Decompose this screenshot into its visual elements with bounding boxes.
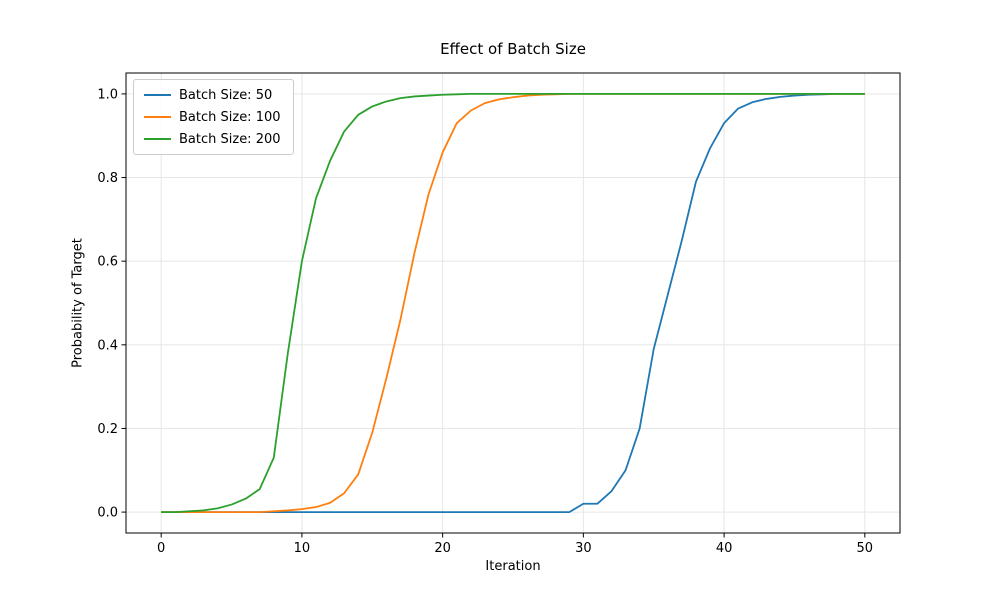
legend-line-swatch (144, 116, 171, 118)
y-tick-label: 0.6 (97, 255, 118, 270)
legend-item: Batch Size: 100 (144, 106, 281, 128)
chart-title: Effect of Batch Size (440, 40, 586, 58)
x-tick-label: 50 (857, 541, 874, 556)
y-tick-label: 0.8 (97, 171, 118, 186)
legend-line-swatch (144, 94, 171, 96)
legend-label: Batch Size: 50 (179, 87, 273, 103)
y-axis-label: Probability of Target (70, 238, 86, 368)
x-tick-label: 10 (294, 541, 311, 556)
x-tick-label: 0 (157, 541, 165, 556)
series-line-batch-size-50 (161, 93, 865, 513)
y-tick-label: 0.2 (97, 422, 118, 437)
legend-label: Batch Size: 100 (179, 109, 281, 125)
x-tick-label: 30 (575, 541, 592, 556)
legend-label: Batch Size: 200 (179, 131, 281, 147)
y-tick-label: 0.4 (97, 338, 118, 353)
x-tick-label: 40 (716, 541, 733, 556)
series-line-batch-size-100 (161, 93, 865, 513)
axes-spines (125, 72, 901, 534)
legend-item: Batch Size: 50 (144, 84, 281, 106)
legend-line-swatch (144, 138, 171, 140)
y-tick-label: 1.0 (97, 87, 118, 102)
x-axis-label: Iteration (485, 559, 541, 574)
legend-item: Batch Size: 200 (144, 128, 281, 150)
y-tick-label: 0.0 (97, 506, 118, 521)
series-line-batch-size-200 (161, 93, 865, 513)
x-tick-label: 20 (434, 541, 451, 556)
legend: Batch Size: 50 Batch Size: 100 Batch Size:… (133, 79, 294, 155)
